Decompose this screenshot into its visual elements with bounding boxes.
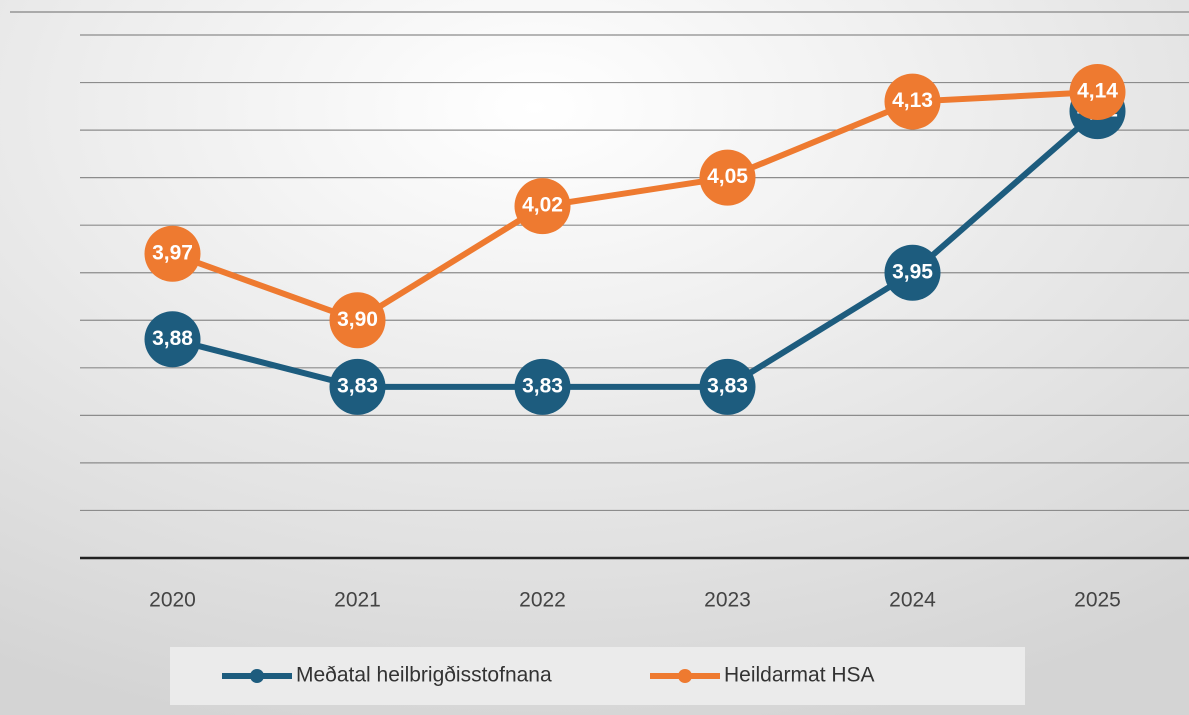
point [884, 244, 941, 301]
x-tick-label: 2022 [519, 589, 566, 612]
value-label: 3,97 [152, 241, 193, 264]
point [514, 178, 571, 235]
point [514, 358, 571, 415]
value-label: 4,02 [522, 194, 563, 217]
legend-label: Meðatal heilbrigðisstofnana [296, 664, 552, 687]
point [144, 225, 201, 282]
point [884, 73, 941, 130]
value-label: 3,88 [152, 327, 193, 350]
value-label: 3,83 [337, 374, 378, 397]
point [699, 358, 756, 415]
x-tick-label: 2025 [1074, 589, 1121, 612]
value-label: 3,83 [522, 374, 563, 397]
series-line [171, 89, 1098, 324]
x-tick-label: 2024 [889, 589, 936, 612]
point [699, 149, 756, 206]
legend-box [170, 647, 1025, 705]
x-tick-label: 2021 [334, 589, 381, 612]
point [329, 292, 386, 349]
value-label: 4,13 [892, 89, 933, 112]
value-label: 4,14 [1077, 80, 1118, 103]
value-label: 3,83 [707, 374, 748, 397]
value-label: 4,05 [707, 165, 748, 188]
x-tick-label: 2020 [149, 589, 196, 612]
point [1069, 64, 1126, 121]
value-label: 3,90 [337, 308, 378, 331]
point [144, 311, 201, 368]
legend-label: Heildarmat HSA [724, 664, 875, 687]
value-label: 3,95 [892, 260, 933, 283]
x-tick-label: 2023 [704, 589, 751, 612]
legend-marker [250, 669, 264, 683]
legend-marker [678, 669, 692, 683]
point [329, 358, 386, 415]
series-line [171, 108, 1100, 390]
